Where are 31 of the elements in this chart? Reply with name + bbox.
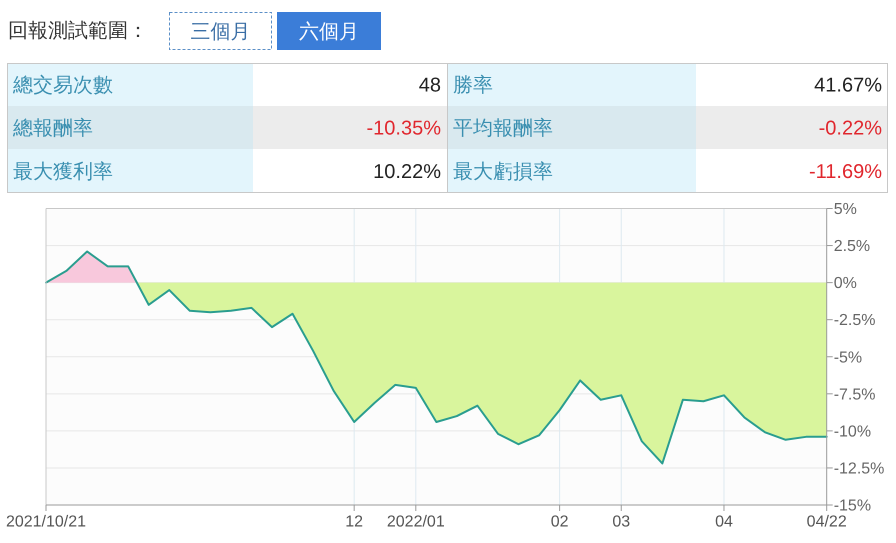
button: 六個月 bbox=[277, 12, 381, 50]
y-tick-label: 2.5% bbox=[834, 238, 870, 256]
cell-value: 10.22% bbox=[373, 161, 441, 183]
x-tick-label: 03 bbox=[612, 514, 630, 530]
cell-label: 總交易次數 bbox=[13, 74, 113, 96]
cell-label: 勝率 bbox=[453, 74, 493, 96]
cell-value: 41.67% bbox=[814, 74, 882, 96]
x-tick-label: 04/22 bbox=[806, 514, 847, 530]
y-tick-label: 0% bbox=[834, 275, 857, 292]
x-tick-label: 04 bbox=[715, 514, 733, 530]
y-tick-label: -7.5% bbox=[834, 386, 876, 404]
cell-label: 最大獲利率 bbox=[13, 161, 113, 183]
button: 三個月 bbox=[169, 12, 272, 50]
cell-value: -10.35% bbox=[366, 118, 441, 140]
y-tick-label: -2.5% bbox=[834, 312, 876, 330]
y-tick-label: 5% bbox=[834, 201, 857, 218]
y-tick-label: -5% bbox=[834, 349, 862, 366]
cell-label: 總報酬率 bbox=[13, 118, 93, 140]
cell-label: 最大虧損率 bbox=[453, 161, 553, 183]
y-tick-label: -15% bbox=[834, 498, 872, 514]
x-tick-label: 2021/10/21 bbox=[6, 514, 86, 530]
x-tick-label: 2022/01 bbox=[386, 514, 445, 530]
cell-value: 48 bbox=[418, 74, 441, 96]
cell-value: -0.22% bbox=[818, 118, 882, 140]
cell-value: -11.69% bbox=[808, 161, 882, 183]
x-tick-label: 12 bbox=[345, 514, 364, 530]
cell-label: 平均報酬率 bbox=[453, 118, 553, 140]
y-tick-label: -10% bbox=[834, 423, 872, 440]
x-tick-label: 02 bbox=[550, 514, 569, 530]
y-tick-label: -12.5% bbox=[834, 460, 884, 478]
title: 回報測試範圍： bbox=[8, 20, 148, 42]
